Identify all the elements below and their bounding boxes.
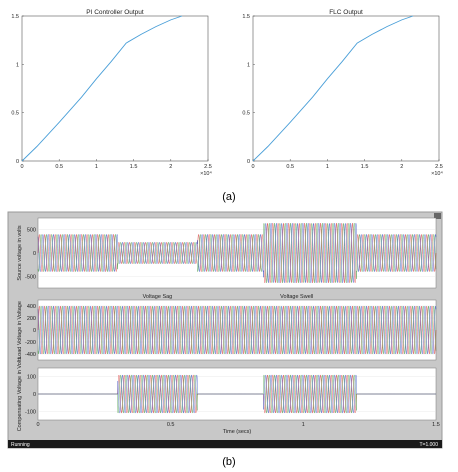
chart-title: PI Controller Output — [86, 9, 144, 16]
phase-trace — [37, 222, 437, 284]
series-line — [252, 15, 414, 162]
y-axis-label: Compensating Voltage in Volts — [17, 356, 23, 431]
y-tick-label: 400 — [27, 304, 36, 310]
y-tick-label: -200 — [25, 340, 36, 346]
y-tick-label: 1.5 — [242, 14, 250, 20]
x-tick-label: 1.5 — [361, 164, 369, 170]
phase-trace — [38, 374, 436, 414]
y-tick-label: 1 — [247, 62, 250, 68]
y-tick-label: 100 — [27, 375, 36, 381]
y-tick-label: -500 — [25, 274, 36, 280]
plot-area — [21, 15, 209, 162]
y-tick-label: 200 — [27, 316, 36, 322]
chart-title: FLC Output — [329, 9, 363, 16]
phase-trace — [37, 305, 437, 355]
phase-trace — [37, 223, 437, 283]
close-icon[interactable] — [434, 213, 441, 219]
x-tick-label: 0 — [20, 164, 23, 170]
y-tick-label: 500 — [27, 228, 36, 234]
y-tick-label: 0 — [247, 159, 250, 165]
phase-trace — [37, 305, 437, 355]
x-exponent-label: ×10⁴ — [200, 170, 212, 177]
x-tick-label: 1 — [302, 422, 305, 428]
x-axis-label: Time (secs) — [223, 429, 252, 435]
x-tick-label: 1 — [95, 164, 98, 170]
x-tick-label: 1.5 — [432, 422, 440, 428]
annotation-sag: Voltage Sag — [143, 294, 173, 300]
y-tick-label: -100 — [25, 409, 36, 415]
x-exponent-label: ×10⁴ — [431, 170, 443, 177]
y-tick-label: 0 — [16, 159, 19, 165]
x-tick-label: 2.5 — [435, 164, 443, 170]
x-tick-label: 0.5 — [55, 164, 63, 170]
panel-label-a: (a) — [222, 191, 235, 203]
status-bar — [8, 440, 442, 448]
y-tick-label: 0 — [33, 392, 36, 398]
y-tick-label: 1 — [16, 62, 19, 68]
x-tick-label: 0 — [36, 422, 39, 428]
series-line — [21, 15, 183, 162]
x-tick-label: 0.5 — [167, 422, 175, 428]
phase-trace — [37, 305, 437, 355]
y-tick-label: 0.5 — [11, 111, 19, 117]
panel-label-b: (b) — [222, 456, 235, 468]
y-tick-label: 0 — [33, 251, 36, 257]
y-tick-label: 0.5 — [242, 111, 250, 117]
x-tick-label: 1 — [326, 164, 329, 170]
status-text: Running — [11, 442, 30, 448]
phase-trace — [37, 223, 437, 283]
y-axis-label: Source voltage in volts — [17, 225, 23, 281]
x-tick-label: 1.5 — [130, 164, 138, 170]
y-tick-label: 0 — [33, 328, 36, 334]
y-axis-label: Load Voltage in Voltage — [17, 301, 23, 359]
x-tick-label: 2.5 — [204, 164, 212, 170]
x-tick-label: 2 — [400, 164, 403, 170]
flc-chart: FLC Output 0 0.5 1 1.5 2 2.5 0 0.5 1 1.5 ×10⁴ — [242, 9, 443, 177]
y-tick-label: -400 — [25, 352, 36, 358]
status-time: T=1.000 — [420, 442, 439, 448]
y-tick-label: 1.5 — [11, 14, 19, 20]
x-tick-label: 0.5 — [286, 164, 294, 170]
annotation-swell: Voltage Swell — [280, 294, 313, 300]
pi-controller-chart: PI Controller Output 0 0.5 1 1.5 2 2.5 0 0.5 1 1.5… — [11, 9, 212, 177]
plot-area — [252, 15, 440, 162]
x-tick-label: 0 — [251, 164, 254, 170]
x-tick-label: 2 — [169, 164, 172, 170]
